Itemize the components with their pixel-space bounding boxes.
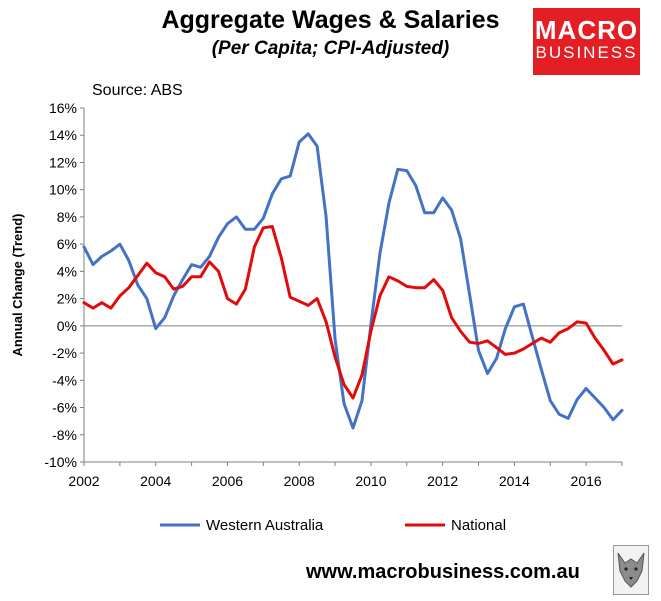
y-tick-label: -2% xyxy=(52,345,77,361)
y-tick-label: 6% xyxy=(57,236,77,252)
y-tick-label: 14% xyxy=(49,127,77,143)
x-tick-label: 2012 xyxy=(427,473,458,489)
logo-line-macro: MACRO xyxy=(534,15,639,45)
x-tick-label: 2008 xyxy=(284,473,315,489)
y-tick-label: 16% xyxy=(49,100,77,116)
x-tick-label: 2002 xyxy=(68,473,99,489)
y-tick-label: 4% xyxy=(57,263,77,279)
y-tick-label: -8% xyxy=(52,427,77,443)
x-tick-label: 2010 xyxy=(355,473,386,489)
y-tick-label: 12% xyxy=(49,154,77,170)
y-tick-label: 0% xyxy=(57,318,77,334)
series-line-national xyxy=(82,225,624,400)
series-line-western-australia xyxy=(82,132,624,430)
y-tick-label: 10% xyxy=(49,182,77,198)
logo-line-business: BUSINESS xyxy=(535,43,638,62)
x-tick-label: 2016 xyxy=(571,473,602,489)
source-note: Source: ABS xyxy=(92,82,183,99)
y-tick-label: -4% xyxy=(52,372,77,388)
chart-subtitle: (Per Capita; CPI-Adjusted) xyxy=(211,38,450,59)
legend-label-western-australia: Western Australia xyxy=(206,517,324,534)
x-tick-label: 2006 xyxy=(212,473,243,489)
y-tick-label: 2% xyxy=(57,291,77,307)
x-tick-label: 2014 xyxy=(499,473,530,489)
legend-label-national: National xyxy=(451,517,506,534)
y-tick-label: -10% xyxy=(44,454,77,470)
macrobusiness-logo: MACRO BUSINESS xyxy=(533,8,640,75)
y-tick-label: 8% xyxy=(57,209,77,225)
chart-title: Aggregate Wages & Salaries xyxy=(161,6,500,34)
y-tick-label: -6% xyxy=(52,400,77,416)
wolf-icon xyxy=(613,545,649,595)
footer-url: www.macrobusiness.com.au xyxy=(306,561,580,583)
x-tick-label: 2004 xyxy=(140,473,171,489)
y-axis-title: Annual Change (Trend) xyxy=(10,214,25,357)
